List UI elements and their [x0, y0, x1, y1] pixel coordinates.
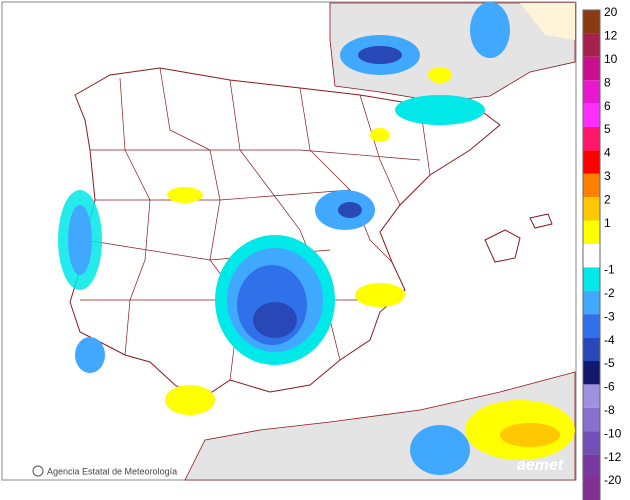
credit-icon	[32, 465, 44, 477]
credit: Agencia Estatal de Meteorología	[47, 466, 177, 476]
legend-label: -6	[604, 380, 615, 394]
precipitation-anomalies	[58, 2, 575, 475]
legend-swatch	[583, 478, 600, 500]
logo: aemet	[517, 457, 564, 474]
legend-swatch	[583, 454, 600, 478]
legend-label: -2	[604, 286, 615, 300]
legend-label: 20	[604, 5, 618, 19]
map: Agencia Estatal de Meteorología aemet	[1, 1, 577, 481]
legend-label: 2	[604, 192, 611, 206]
legend-label: -5	[604, 356, 615, 370]
legend-label: 1	[604, 216, 611, 230]
legend-label: -12	[604, 450, 622, 464]
legend-swatch	[583, 384, 600, 408]
legend-swatch	[583, 33, 600, 57]
italy	[520, 3, 575, 40]
legend-swatch	[583, 361, 600, 385]
legend-label: 6	[604, 99, 611, 113]
legend-swatch	[583, 173, 600, 198]
legend-label: -1	[604, 263, 615, 277]
legend-swatch	[583, 314, 600, 338]
legend-swatch	[583, 337, 600, 361]
africa	[184, 371, 576, 481]
legend-swatch	[583, 10, 600, 34]
legend-swatch	[583, 267, 600, 291]
legend-label: -4	[604, 333, 615, 347]
legend-swatch	[583, 431, 600, 455]
legend-label: -8	[604, 403, 615, 417]
legend-label: 4	[604, 146, 611, 160]
mallorca	[484, 229, 521, 263]
legend-label: -3	[604, 309, 615, 323]
legend-label: 3	[604, 169, 611, 183]
legend-swatch	[583, 407, 600, 432]
legend-swatch	[583, 56, 600, 81]
legend-swatch	[583, 220, 600, 244]
legend-swatch	[583, 103, 600, 127]
legend-swatch	[583, 150, 600, 174]
legend-frame	[582, 9, 601, 500]
legend-label: 10	[604, 52, 618, 66]
legend-label: -20	[604, 473, 622, 487]
legend-swatch	[583, 290, 600, 315]
menorca	[529, 213, 553, 229]
legend-label: -10	[604, 426, 622, 440]
legend-label: 12	[604, 29, 618, 43]
legend-swatch	[583, 80, 600, 104]
legend-label: 8	[604, 75, 611, 89]
legend-label: 5	[604, 122, 611, 136]
legend-swatch	[583, 127, 600, 151]
legend: 20 12 10 8 6 5 4 3 2 1 -1 -2 -3 -4 -5 -6 -8 -10 -12 -20	[582, 5, 622, 500]
legend-swatch	[583, 197, 600, 221]
